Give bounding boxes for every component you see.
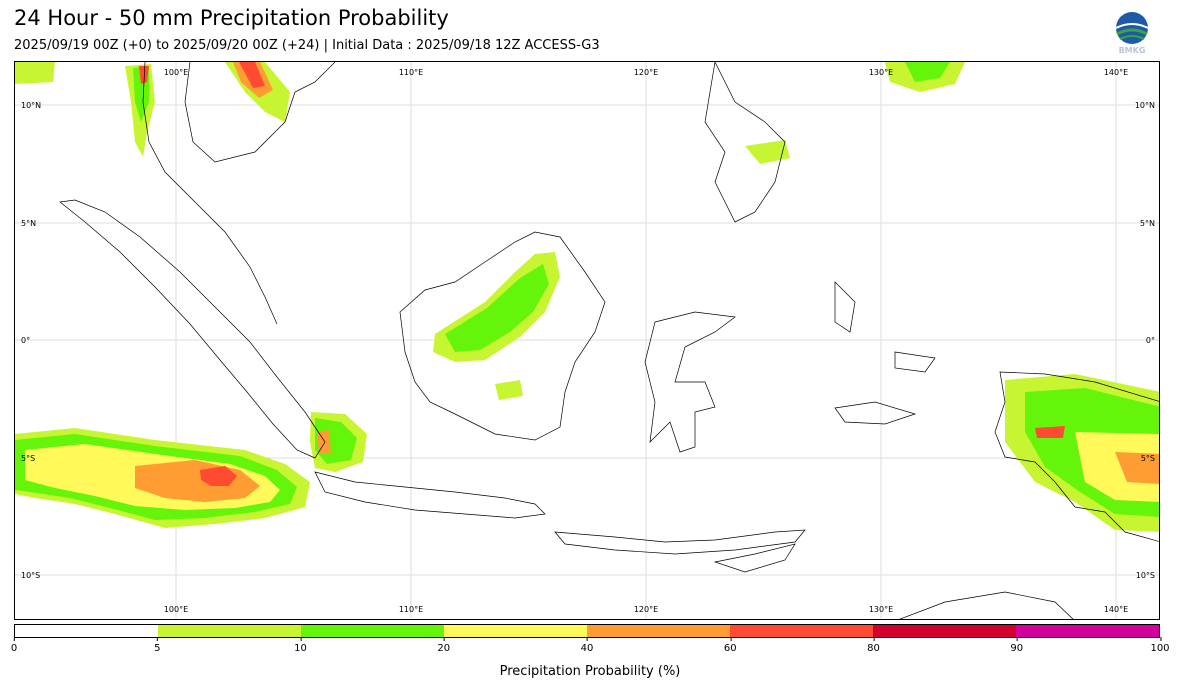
colorbar-tick: 40 — [581, 637, 593, 654]
lon-label: 140°E — [1104, 605, 1128, 614]
colorbar-segment — [1016, 625, 1159, 637]
lon-labels-top: 100°E 110°E 120°E 130°E 140°E — [164, 68, 1128, 77]
lat-label: 5°S — [21, 454, 35, 463]
coastline-indochina — [142, 62, 278, 325]
lon-label: 110°E — [399, 68, 423, 77]
coastline-sumatra — [59, 199, 326, 459]
lon-label: 100°E — [164, 605, 188, 614]
map-subtitle: 2025/09/19 00Z (+0) to 2025/09/20 00Z (+… — [14, 38, 600, 53]
prob-area-low — [745, 140, 790, 164]
colorbar-tick: 5 — [154, 637, 160, 654]
coastline-australia — [899, 591, 1074, 619]
colorbar-ticks: 0 5 10 20 40 60 80 90 100 — [11, 637, 1170, 658]
coastline-borneo — [399, 231, 606, 441]
lat-labels-left: 10°N 5°N 0° 5°S 10°S — [21, 101, 41, 580]
lon-label: 130°E — [869, 68, 893, 77]
coastline-papua — [994, 371, 1159, 542]
lon-label: 100°E — [164, 68, 188, 77]
logo-globe-icon — [1116, 12, 1148, 44]
lon-label: 140°E — [1104, 68, 1128, 77]
prob-area-mid — [905, 62, 950, 82]
colorbar — [14, 624, 1160, 638]
colorbar-segment — [730, 625, 873, 637]
lat-label: 0° — [21, 336, 30, 345]
precipitation-map: 100°E 110°E 120°E 130°E 140°E 100°E 110°… — [14, 61, 1160, 620]
coastline-sulawesi — [644, 311, 736, 453]
lat-labels-right: 10°N 5°N 0° 5°S 10°S — [1135, 101, 1155, 580]
prob-area-high — [1075, 432, 1159, 502]
colorbar-segment — [873, 625, 1016, 637]
bmkg-logo: BMKG — [1115, 12, 1149, 55]
lat-label: 0° — [1146, 336, 1155, 345]
prob-area-mid — [445, 264, 549, 352]
prob-area-orange — [1115, 452, 1159, 484]
colorbar-segment — [158, 625, 301, 637]
colorbar-segment — [301, 625, 444, 637]
map-canvas: 100°E 110°E 120°E 130°E 140°E 100°E 110°… — [15, 62, 1159, 619]
map-title: 24 Hour - 50 mm Precipitation Probabilit… — [14, 6, 449, 30]
lat-label: 10°S — [21, 571, 40, 580]
colorbar-tick: 0 — [11, 637, 17, 654]
colorbar-segment — [444, 625, 587, 637]
lat-label: 5°N — [1140, 219, 1155, 228]
logo-text: BMKG — [1119, 46, 1146, 55]
lat-label: 5°S — [1141, 454, 1155, 463]
colorbar-tick: 80 — [867, 637, 880, 654]
prob-area-low — [495, 380, 523, 400]
coastline-philippines — [704, 62, 786, 223]
colorbar-label: Precipitation Probability (%) — [499, 664, 681, 679]
prob-area-red — [200, 466, 237, 486]
lat-label: 10°N — [21, 101, 41, 110]
prob-area-orange — [317, 430, 331, 454]
lon-label: 110°E — [399, 605, 423, 614]
lat-label: 5°N — [21, 219, 36, 228]
colorbar-tick: 90 — [1010, 637, 1023, 654]
coastlines — [59, 62, 1159, 619]
colorbar-segment — [587, 625, 730, 637]
lon-label: 120°E — [634, 68, 658, 77]
probability-areas — [15, 62, 1159, 532]
lon-label: 120°E — [634, 605, 658, 614]
prob-area-red — [239, 62, 265, 88]
lon-label: 130°E — [869, 605, 893, 614]
colorbar-tick: 10 — [294, 637, 307, 654]
colorbar-segment — [15, 625, 158, 637]
prob-area-low — [15, 62, 55, 84]
lat-label: 10°S — [1136, 571, 1155, 580]
lat-label: 10°N — [1135, 101, 1155, 110]
graticule — [15, 62, 1159, 619]
lon-labels-bottom: 100°E 110°E 120°E 130°E 140°E — [164, 605, 1128, 614]
colorbar-tick: 20 — [437, 637, 450, 654]
coastline-lesser-sunda — [554, 529, 806, 555]
colorbar-tick: 60 — [724, 637, 737, 654]
prob-area-red — [1035, 426, 1065, 438]
colorbar-tick: 100 — [1150, 637, 1170, 654]
coastline-java — [314, 471, 546, 519]
